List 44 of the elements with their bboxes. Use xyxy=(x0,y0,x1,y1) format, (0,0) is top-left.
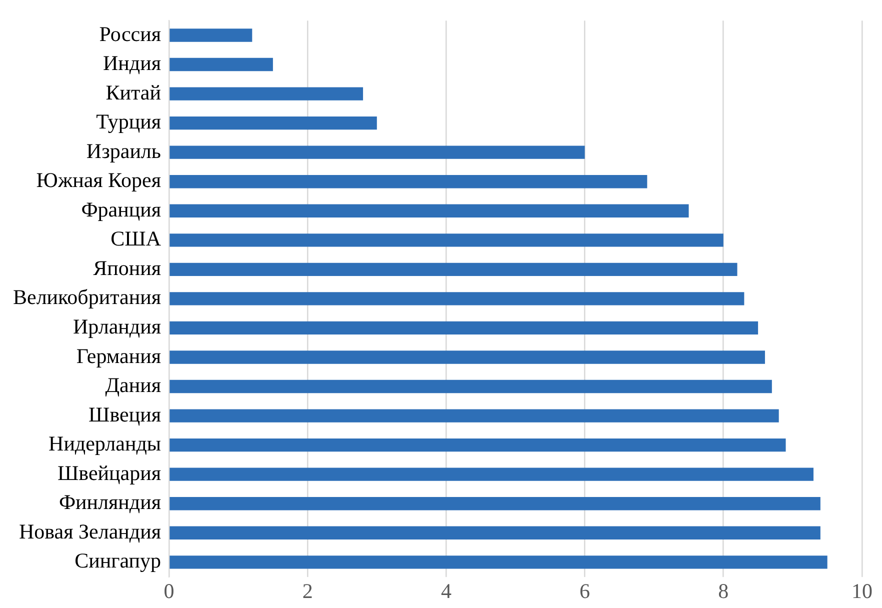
y-tick-label: Китай xyxy=(106,80,161,104)
y-tick-label: Финляндия xyxy=(58,490,162,514)
bar xyxy=(170,28,252,42)
bar xyxy=(170,556,828,569)
y-tick-label: США xyxy=(110,226,162,251)
y-tick-label: Израиль xyxy=(86,138,161,163)
y-tick-label: Дания xyxy=(105,373,162,398)
bar xyxy=(170,146,585,159)
x-tick-label: 4 xyxy=(440,578,452,603)
bar xyxy=(170,175,648,188)
x-tick-label: 6 xyxy=(580,578,590,603)
x-tick-label: 0 xyxy=(164,578,174,603)
y-tick-label: Швейцария xyxy=(57,460,162,485)
bar xyxy=(170,497,820,510)
y-tick-label: Турция xyxy=(96,110,162,134)
y-tick-label: Новая Зеландия xyxy=(18,519,162,544)
bar xyxy=(170,526,820,540)
y-tick-label: Швеция xyxy=(88,402,162,426)
bar xyxy=(170,350,765,364)
bar xyxy=(170,292,744,306)
y-tick-label: Нидерланды xyxy=(48,432,161,456)
y-tick-label: Германия xyxy=(76,344,162,368)
y-tick-label: Франция xyxy=(81,197,162,222)
x-tick-label: 10 xyxy=(852,578,872,603)
bar xyxy=(170,204,689,218)
y-tick-label: Великобритания xyxy=(12,285,162,310)
bar xyxy=(170,234,724,247)
y-tick-label: Ирландия xyxy=(72,314,162,338)
bar xyxy=(170,380,772,394)
y-tick-label: Россия xyxy=(99,22,162,46)
y-tick-label: Япония xyxy=(93,256,162,280)
y-tick-label: Южная Корея xyxy=(36,168,162,192)
x-tick-label: 2 xyxy=(302,578,313,603)
x-tick-label: 8 xyxy=(718,578,729,603)
bar xyxy=(170,87,364,100)
bar xyxy=(170,438,786,452)
bar xyxy=(170,116,377,130)
bar xyxy=(170,262,738,276)
bar xyxy=(170,409,779,422)
y-tick-label: Индия xyxy=(102,51,162,76)
bar xyxy=(170,321,758,335)
bar xyxy=(170,58,273,72)
y-tick-label: Сингапур xyxy=(74,548,161,573)
bar xyxy=(170,468,814,481)
